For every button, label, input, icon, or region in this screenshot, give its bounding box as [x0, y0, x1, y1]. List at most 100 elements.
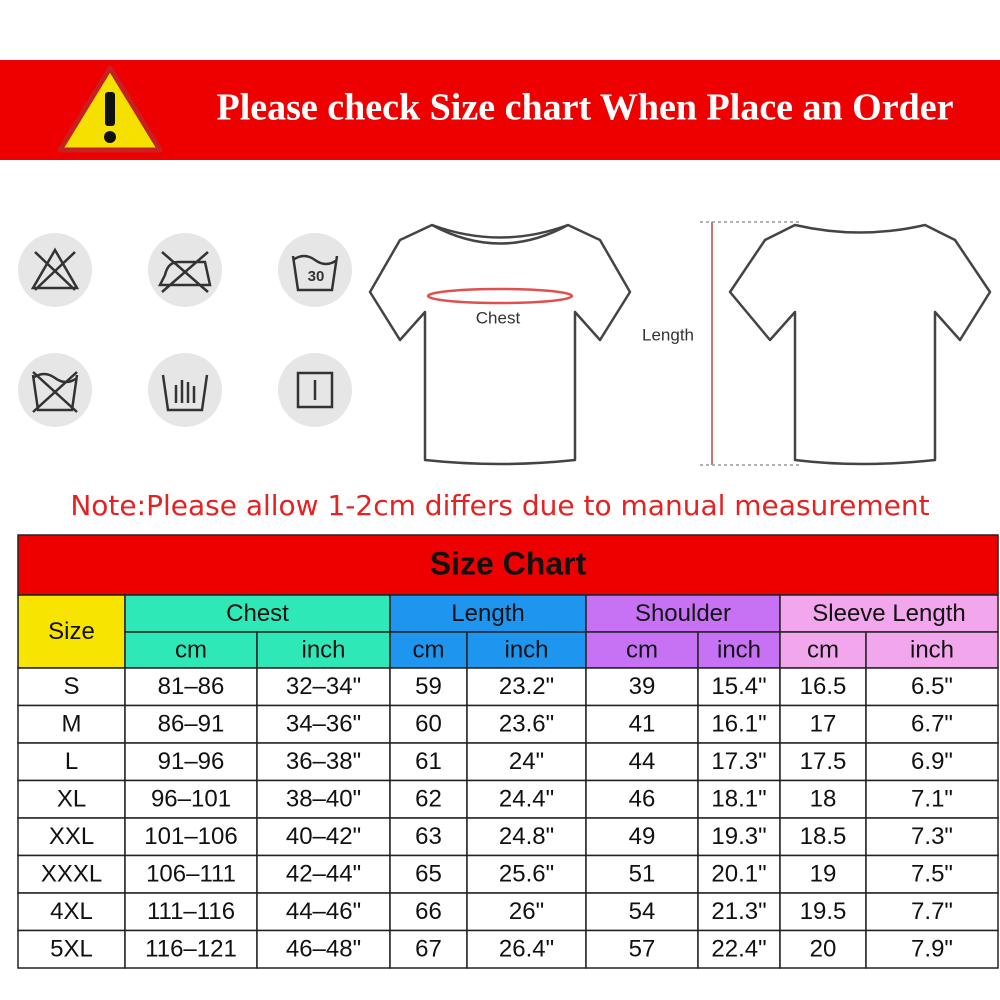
measure-cell [779, 892, 867, 932]
measure-cell [124, 742, 258, 782]
measure: 54 [629, 898, 656, 925]
measure-cell [466, 742, 587, 782]
measure: 42–44" [286, 861, 361, 888]
unit-header: inch [910, 636, 954, 663]
wash-30-icon: 30 [278, 233, 352, 307]
size-name: XXXL [41, 861, 102, 888]
measure: 41 [629, 711, 656, 738]
measure: 24.8" [499, 823, 554, 850]
size-name: S [63, 673, 79, 700]
size-name-cell [17, 892, 126, 932]
chest-label: Chest [476, 308, 521, 327]
measure: 21.3" [711, 898, 766, 925]
size-name: M [62, 711, 82, 738]
measure-cell [389, 742, 468, 782]
measure: 18.5 [800, 823, 847, 850]
measure-cell [779, 854, 867, 894]
table-title: Size Chart [430, 545, 587, 581]
measure-cell [697, 667, 781, 707]
size-name: XXL [49, 823, 94, 850]
measure-cell [256, 779, 391, 819]
banner-title: Please check Size chart When Place an Or… [217, 87, 954, 129]
measure: 6.7" [911, 711, 953, 738]
measure-cell [256, 704, 391, 744]
measure-cell [389, 929, 468, 969]
measure: 46–48" [286, 936, 361, 963]
measure: 24" [509, 748, 544, 775]
measure: 19 [810, 861, 837, 888]
measure: 16.1" [711, 711, 766, 738]
measure-cell [256, 742, 391, 782]
measure: 6.9" [911, 748, 953, 775]
measure-cell [466, 929, 587, 969]
measure: 23.6" [499, 711, 554, 738]
measure: 111–116 [147, 898, 235, 925]
measure: 60 [415, 711, 442, 738]
measure: 106–111 [146, 861, 236, 888]
measure: 7.3" [911, 823, 953, 850]
measure: 22.4" [711, 936, 766, 963]
measure: 19.5 [800, 898, 847, 925]
size-name-cell [17, 929, 126, 969]
size-name-cell [17, 817, 126, 857]
measure: 38–40" [286, 786, 361, 813]
measure-cell [256, 929, 391, 969]
measure: 46 [629, 786, 656, 813]
measure-cell [585, 892, 699, 932]
measure-cell [697, 817, 781, 857]
size-header: Size [48, 618, 95, 645]
measure-cell [256, 667, 391, 707]
measure-cell [389, 854, 468, 894]
measure: 63 [415, 823, 442, 850]
group-header-cell [124, 594, 391, 633]
measure: 7.7" [911, 898, 953, 925]
measure-cell [256, 892, 391, 932]
size-name: XL [57, 786, 86, 813]
measure: 57 [629, 936, 656, 963]
front-shirt [368, 223, 632, 466]
measure: 7.9" [911, 936, 953, 963]
group-header: Shoulder [635, 600, 731, 627]
warning-icon [57, 65, 163, 153]
measure: 51 [629, 861, 656, 888]
measure: 32–34" [286, 673, 361, 700]
measure-cell [466, 667, 587, 707]
care-icons: 30 [18, 233, 352, 427]
measure: 101–106 [144, 823, 237, 850]
hand-wash-icon [148, 353, 222, 427]
measure: 116–121 [145, 936, 237, 963]
no-tumble-icon [18, 353, 92, 427]
measure: 59 [415, 673, 442, 700]
measure: 39 [629, 673, 656, 700]
measure: 17.5 [800, 748, 847, 775]
measure-cell [865, 929, 999, 969]
unit-header: inch [717, 636, 761, 663]
measure: 91–96 [158, 748, 225, 775]
size-name-cell [17, 667, 126, 707]
measure: 19.3" [711, 823, 766, 850]
measure-cell [779, 817, 867, 857]
measure: 24.4" [499, 786, 554, 813]
measure: 6.5" [911, 673, 953, 700]
measure: 7.5" [911, 861, 953, 888]
measure: 20 [810, 936, 837, 963]
length-label: Length [642, 325, 694, 344]
measure: 17 [810, 711, 837, 738]
measure: 44 [629, 748, 656, 775]
measure: 81–86 [158, 673, 225, 700]
measure-cell [779, 742, 867, 782]
size-name: 4XL [50, 898, 93, 925]
measure: 36–38" [286, 748, 361, 775]
banner [0, 60, 1000, 160]
measure: 49 [629, 823, 656, 850]
measure: 26.4" [499, 936, 554, 963]
wash-temperature: 30 [308, 268, 325, 285]
unit-header: cm [626, 636, 658, 663]
measure-cell [585, 929, 699, 969]
measure-cell [389, 892, 468, 932]
unit-header: cm [807, 636, 839, 663]
measure-cell [124, 667, 258, 707]
table-title-cell [17, 534, 999, 596]
size-name-cell [17, 854, 126, 894]
no-bleach-icon [18, 233, 92, 307]
